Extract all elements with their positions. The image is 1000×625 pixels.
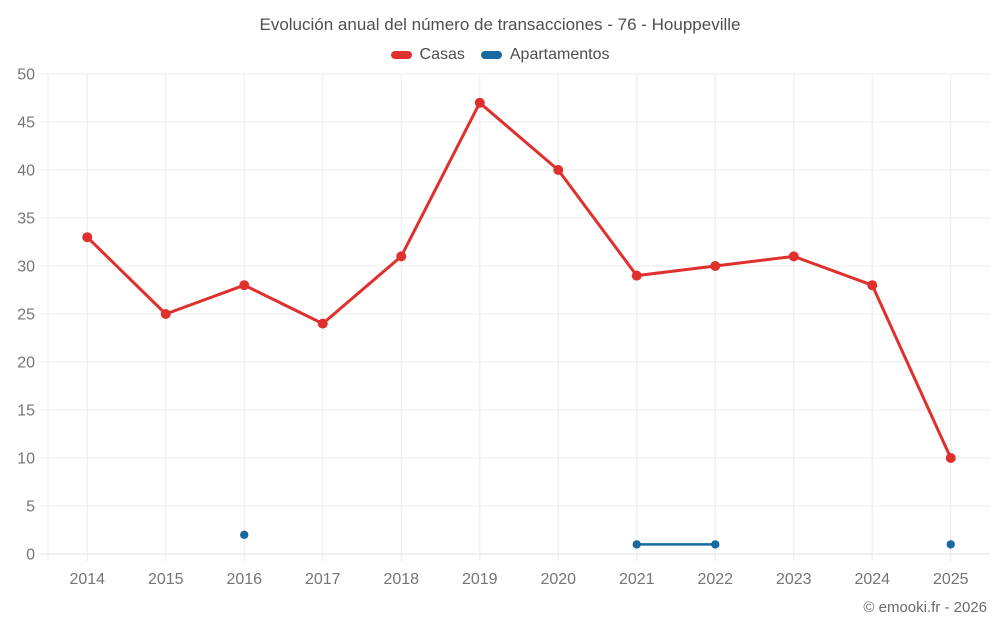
data-point-apartamentos-2016[interactable] <box>240 530 249 539</box>
y-axis-tick-label: 30 <box>17 259 35 276</box>
x-axis-tick-label: 2024 <box>854 571 890 588</box>
legend-swatch-icon <box>480 51 502 59</box>
y-axis-tick-label: 25 <box>17 307 35 324</box>
data-point-casas-2014[interactable] <box>82 232 93 243</box>
series-line-casas <box>85 101 953 460</box>
y-axis-tick-label: 15 <box>17 403 35 420</box>
y-axis-tick-label: 35 <box>17 211 35 228</box>
x-axis-tick-label: 2014 <box>69 571 105 588</box>
data-point-casas-2020[interactable] <box>553 165 564 175</box>
data-point-casas-2019[interactable] <box>474 97 485 108</box>
x-axis-tick-label: 2015 <box>148 571 184 588</box>
data-point-casas-2016[interactable] <box>239 280 250 291</box>
data-point-casas-2015[interactable] <box>160 309 171 319</box>
legend-label: Casas <box>419 46 465 63</box>
legend-label: Apartamentos <box>509 46 610 63</box>
legend-item-casas[interactable]: Casas <box>390 46 465 64</box>
data-point-casas-2022[interactable] <box>710 261 721 271</box>
y-axis-tick-label: 40 <box>17 163 35 180</box>
y-axis-tick-label: 10 <box>17 451 35 468</box>
x-axis-tick-label: 2016 <box>226 571 262 588</box>
x-axis-tick-label: 2025 <box>933 571 969 588</box>
attribution: © emooki.fr - 2026 <box>863 599 987 616</box>
data-point-casas-2021[interactable] <box>631 270 642 281</box>
x-axis-tick-label: 2022 <box>697 571 733 588</box>
legend-swatch-icon <box>390 51 412 59</box>
data-point-casas-2018[interactable] <box>396 251 407 262</box>
chart-title: Evolución anual del número de transaccio… <box>259 15 741 34</box>
data-point-apartamentos-2022[interactable] <box>711 540 720 549</box>
data-point-apartamentos-2025[interactable] <box>946 540 955 549</box>
x-axis-tick-label: 2018 <box>383 571 419 588</box>
data-point-casas-2025[interactable] <box>945 453 956 463</box>
data-point-apartamentos-2021[interactable] <box>632 540 641 549</box>
x-axis-tick-label: 2020 <box>540 571 576 588</box>
y-axis-tick-label: 20 <box>17 355 35 372</box>
data-point-casas-2023[interactable] <box>788 251 799 262</box>
data-point-casas-2017[interactable] <box>317 318 328 329</box>
y-axis-tick-label: 45 <box>17 115 35 132</box>
y-axis-tick-label: 50 <box>17 67 35 84</box>
x-axis-tick-label: 2019 <box>462 571 498 588</box>
y-axis-tick-label: 5 <box>26 499 35 516</box>
y-axis-tick-label: 0 <box>26 547 35 564</box>
legend-item-apartamentos[interactable]: Apartamentos <box>480 46 610 64</box>
data-point-casas-2024[interactable] <box>867 280 878 291</box>
x-axis-tick-label: 2017 <box>305 571 341 588</box>
chart-legend: Casas Apartamentos <box>0 46 1000 64</box>
x-axis-tick-label: 2021 <box>619 571 655 588</box>
x-axis-tick-label: 2023 <box>776 571 812 588</box>
